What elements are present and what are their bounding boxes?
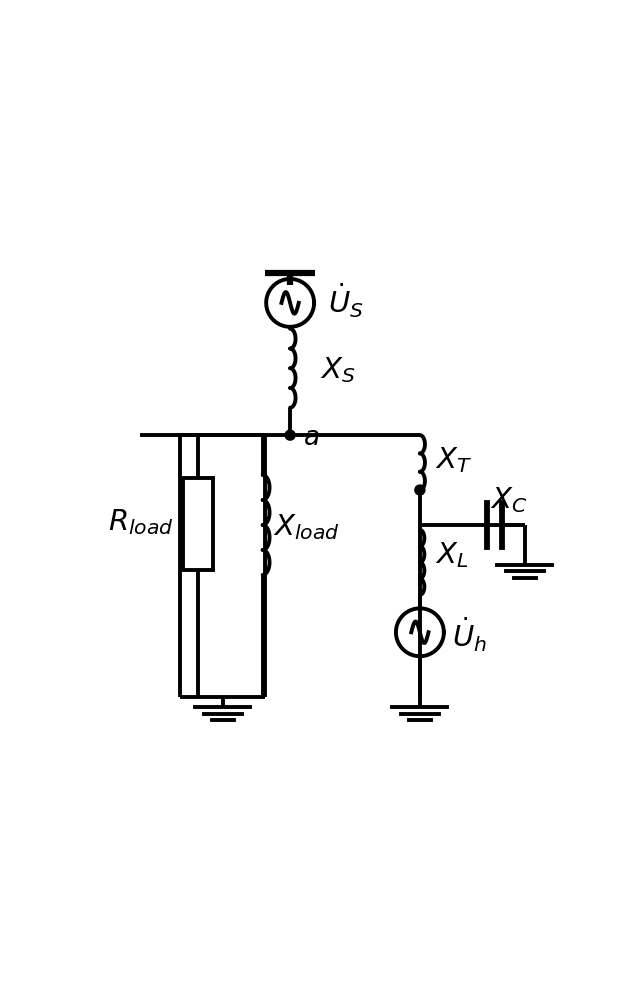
Text: $\dot{U}_h$: $\dot{U}_h$ xyxy=(452,616,488,654)
Bar xyxy=(183,478,213,570)
Circle shape xyxy=(415,485,425,495)
Text: $X_C$: $X_C$ xyxy=(489,485,527,515)
Text: $X_S$: $X_S$ xyxy=(320,355,355,385)
Text: $X_T$: $X_T$ xyxy=(435,445,472,475)
Text: $X_{load}$: $X_{load}$ xyxy=(272,513,339,542)
Text: $X_L$: $X_L$ xyxy=(435,540,468,570)
Text: $R_{load}$: $R_{load}$ xyxy=(108,508,174,537)
Text: $\dot{U}_S$: $\dot{U}_S$ xyxy=(328,281,363,320)
Text: $a$: $a$ xyxy=(303,425,319,450)
Circle shape xyxy=(285,430,295,440)
